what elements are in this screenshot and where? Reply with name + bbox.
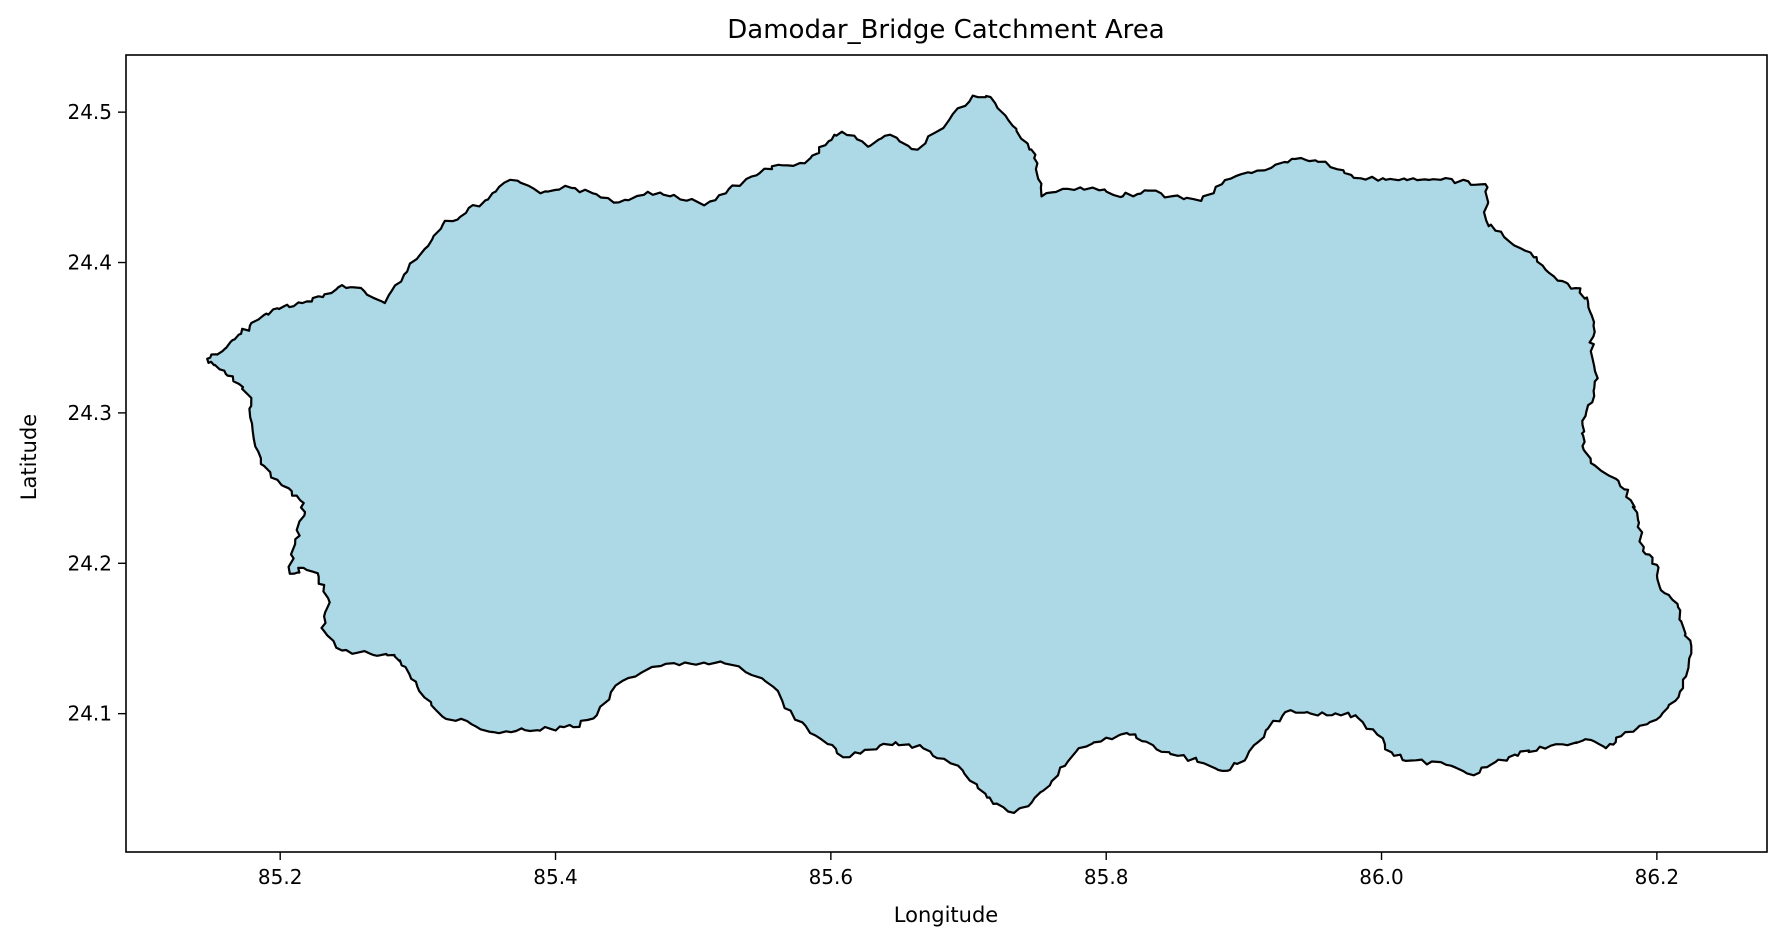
x-tick-label: 86.2 [1635,865,1680,889]
y-tick-label: 24.1 [67,702,112,726]
x-axis: 85.2 85.4 85.6 85.8 86.0 86.2 [258,852,1679,889]
catchment-boundary [206,94,1693,814]
y-tick-label: 24.4 [67,251,112,275]
plot-area [125,54,1768,853]
y-axis-label: Latitude [17,414,41,500]
x-tick-label: 85.2 [258,865,303,889]
y-tick-label: 24.3 [67,401,112,425]
x-tick-label: 85.6 [809,865,854,889]
x-tick-label: 86.0 [1359,865,1404,889]
x-tick-label: 85.4 [533,865,578,889]
x-axis-label: Longitude [894,903,998,927]
axes-frame [125,54,1768,853]
y-tick-label: 24.2 [67,551,112,575]
chart-title: Damodar_Bridge Catchment Area [727,15,1164,45]
x-tick-label: 85.8 [1084,865,1129,889]
y-tick-label: 24.5 [67,100,112,124]
y-axis: 24.1 24.2 24.3 24.4 24.5 [67,100,126,726]
